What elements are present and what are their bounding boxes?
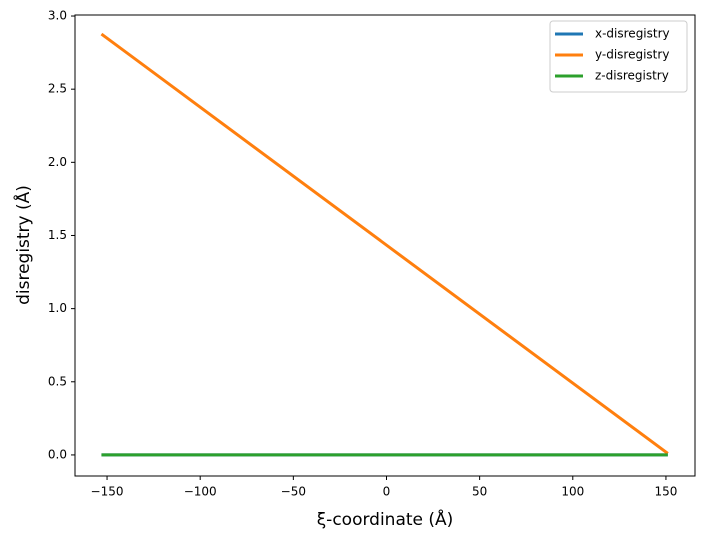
y-tick-label: 0.0	[48, 447, 67, 461]
y-tick-label: 2.5	[48, 82, 67, 96]
y-tick-label: 1.5	[48, 228, 67, 242]
x-tick-label: −100	[184, 485, 217, 499]
x-tick-label: 150	[654, 485, 677, 499]
x-tick-label: 0	[383, 485, 391, 499]
legend-label: x-disregistry	[595, 27, 670, 41]
y-tick-label: 1.0	[48, 301, 67, 315]
plot-frame	[74, 14, 696, 477]
x-tick-label: 50	[472, 485, 487, 499]
data-line	[100, 32, 669, 455]
x-tick-label: 100	[561, 485, 584, 499]
legend-box	[549, 20, 688, 93]
y-tick-label: 2.0	[48, 155, 67, 169]
y-tick-label: 0.5	[48, 374, 67, 388]
x-tick-label: −150	[91, 485, 124, 499]
legend-label: y-disregistry	[595, 48, 669, 62]
y-axis-label: disregistry (Å)	[12, 185, 34, 305]
x-axis-label: ξ-coordinate (Å)	[317, 508, 454, 530]
x-tick-label: −50	[281, 485, 306, 499]
y-tick-label: 3.0	[48, 9, 67, 23]
legend-label: z-disregistry	[595, 69, 669, 83]
